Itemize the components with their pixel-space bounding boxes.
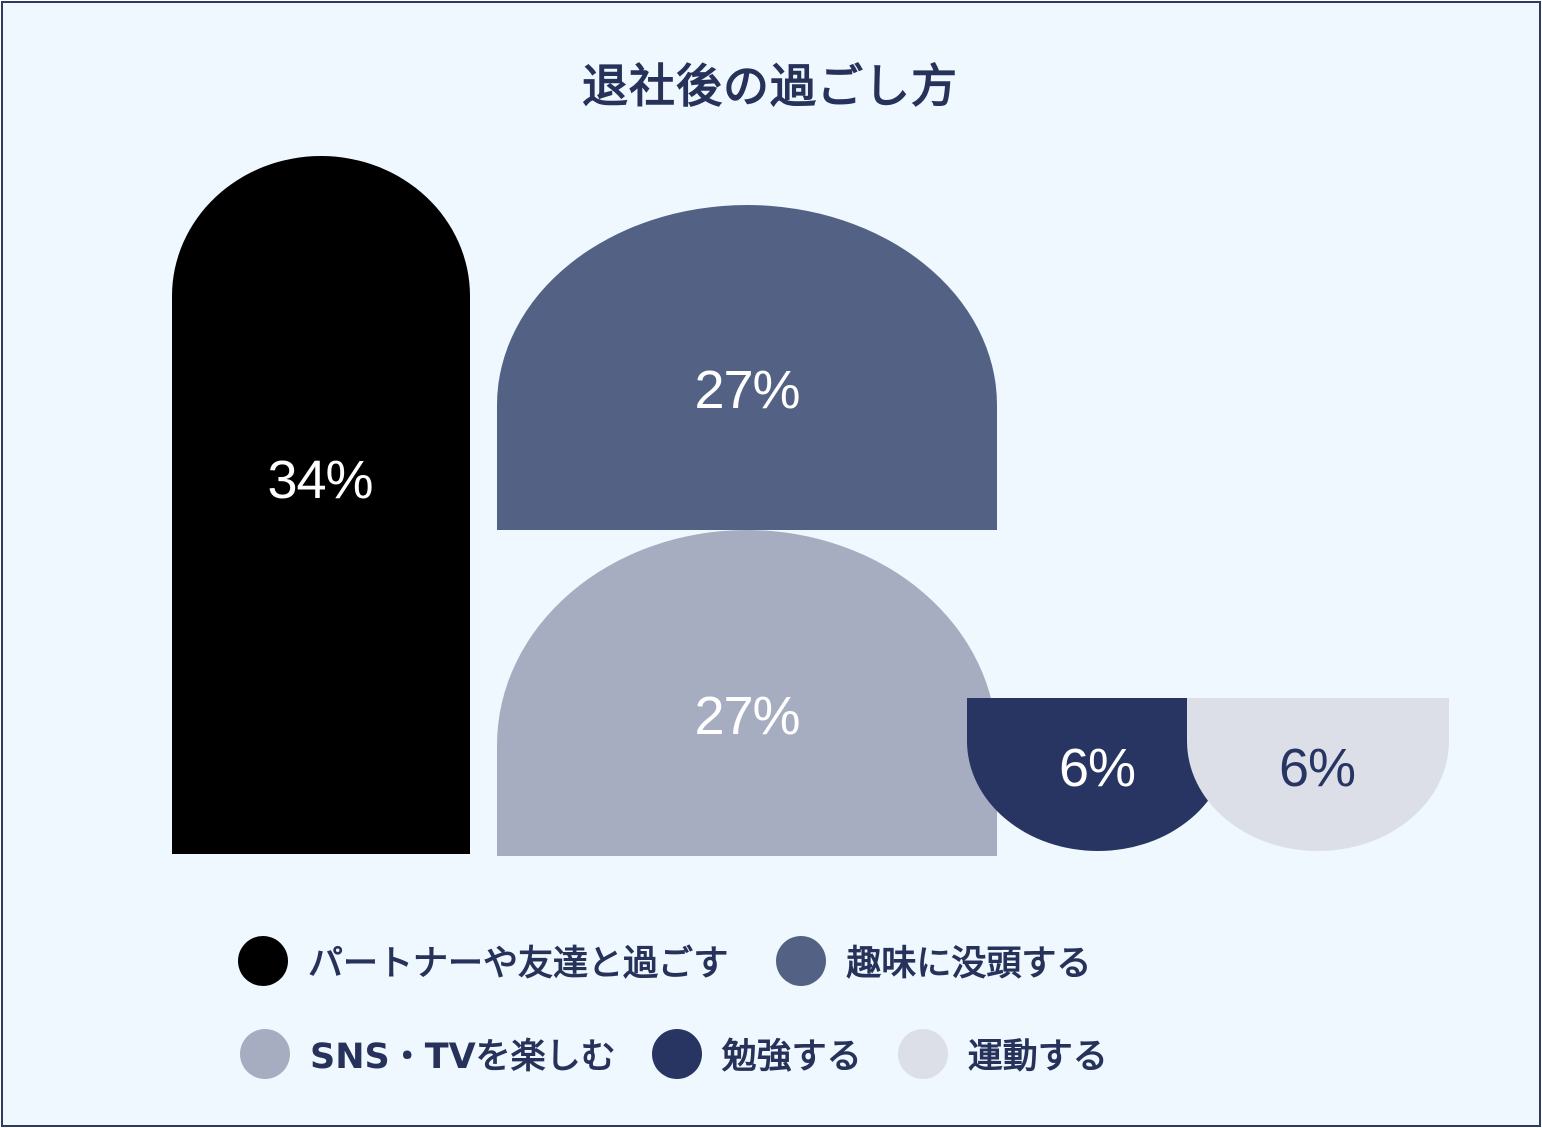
chart-title: 退社後の過ごし方 xyxy=(582,59,958,113)
legend-label: パートナーや友達と過ごす xyxy=(308,944,729,984)
legend-row-2: SNS・TVを楽しむ 勉強する 運動する xyxy=(240,1028,1108,1079)
data-label: 27% xyxy=(694,686,800,746)
legend-item-study: 勉強する xyxy=(651,1028,862,1079)
bar-exercise xyxy=(1187,698,1449,851)
legend-label: 運動する xyxy=(967,1037,1108,1077)
bar-sns-tv xyxy=(497,530,997,856)
legend-swatch xyxy=(897,1028,948,1079)
bar-study xyxy=(967,698,1229,851)
legend-item-hobby: 趣味に没頭する xyxy=(776,935,1091,986)
legend-swatch xyxy=(651,1028,702,1079)
data-label: 6% xyxy=(1278,738,1356,798)
legend-swatch xyxy=(240,1028,290,1079)
bar-hobby xyxy=(497,205,997,530)
legend-item-partner-friends: パートナーや友達と過ごす xyxy=(238,935,728,986)
legend-label: 勉強する xyxy=(721,1037,862,1077)
data-label: 27% xyxy=(694,360,800,420)
data-label: 34% xyxy=(267,450,373,510)
legend-item-exercise: 運動する xyxy=(897,1028,1108,1079)
legend-swatch xyxy=(776,935,827,986)
legend-item-sns-tv: SNS・TVを楽しむ xyxy=(240,1028,616,1079)
legend-row-1: パートナーや友達と過ごす 趣味に没頭する xyxy=(238,935,1091,986)
data-label: 6% xyxy=(1058,738,1136,798)
bar-partner-friends xyxy=(172,156,470,854)
legend-label: 趣味に没頭する xyxy=(846,944,1092,984)
legend-swatch xyxy=(238,935,288,986)
legend-label: SNS・TVを楽しむ xyxy=(310,1037,616,1077)
